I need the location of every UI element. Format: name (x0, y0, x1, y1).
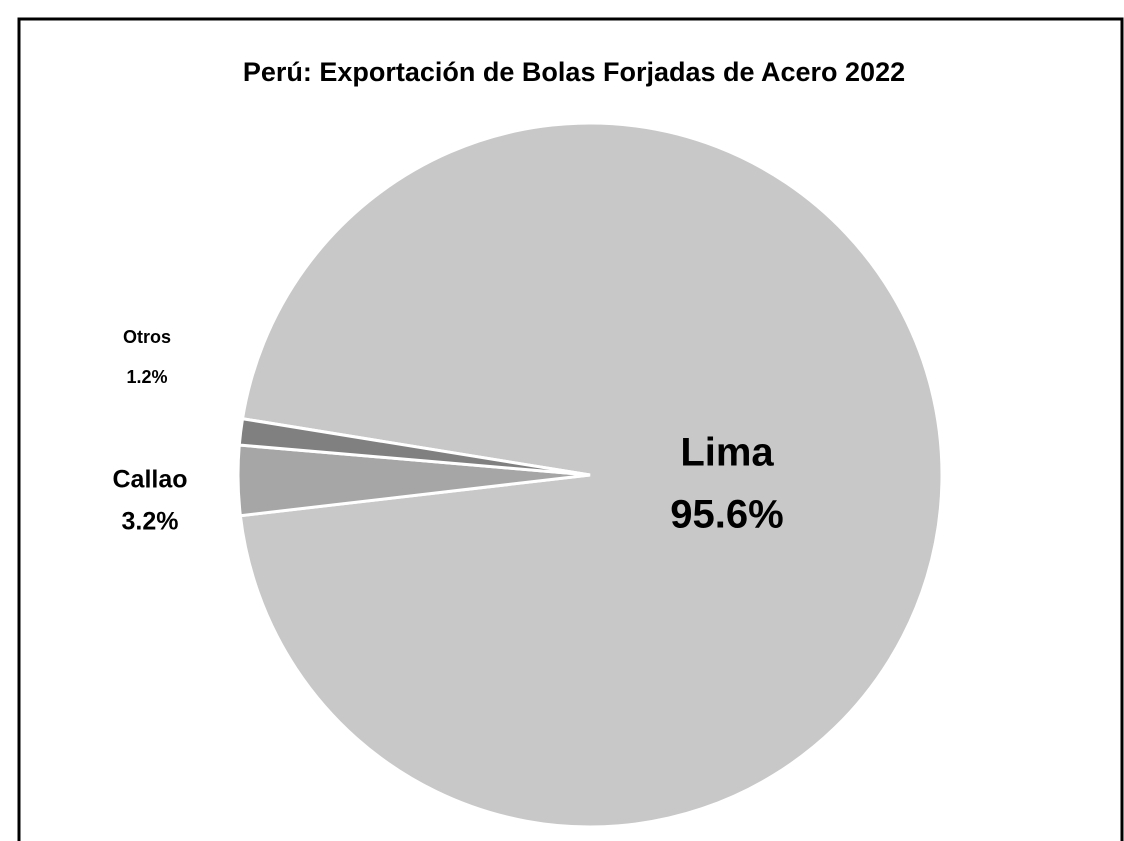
slice-value-label: 95.6% (670, 493, 783, 537)
pie-slice (237, 417, 591, 477)
pie-slice (238, 121, 944, 829)
slice-value-label: 3.2% (122, 508, 179, 536)
chart-title: Perú: Exportación de Bolas Forjadas de A… (243, 57, 905, 87)
slice-label: Callao (112, 466, 187, 494)
chart-frame (17, 17, 1124, 841)
slice-label: Lima (680, 431, 774, 475)
slice-label: Otros (123, 327, 171, 347)
slice-value-label: 1.2% (126, 367, 167, 387)
